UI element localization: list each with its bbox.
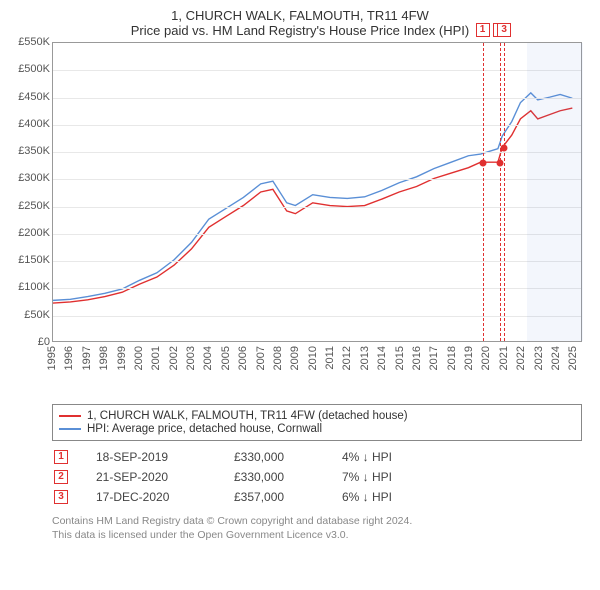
y-tick-label: £200K: [18, 227, 50, 239]
x-tick-label: 2010: [307, 346, 319, 370]
event-price: 18-SEP-2019: [96, 450, 206, 464]
event-line-label: 1: [476, 23, 490, 37]
y-tick-label: £550K: [18, 36, 50, 48]
legend-text: 1, CHURCH WALK, FALMOUTH, TR11 4FW (deta…: [87, 410, 408, 422]
x-tick-label: 2004: [202, 346, 214, 370]
legend-swatch: [59, 428, 81, 430]
gridline: [53, 152, 581, 153]
x-tick-label: 2023: [533, 346, 545, 370]
legend-text: HPI: Average price, detached house, Corn…: [87, 423, 322, 435]
gridline: [53, 98, 581, 99]
event-diff: 7% ↓ HPI: [342, 470, 432, 484]
y-tick-label: £450K: [18, 91, 50, 103]
footer-line-2: This data is licensed under the Open Gov…: [52, 529, 582, 543]
plot-area: 123: [52, 42, 582, 342]
x-tick-label: 2014: [376, 346, 388, 370]
event-number: 1: [54, 450, 68, 464]
event-line: [500, 43, 501, 341]
y-tick-label: £500K: [18, 63, 50, 75]
x-tick-label: 2002: [168, 346, 180, 370]
x-tick-label: 2015: [394, 346, 406, 370]
legend: 1, CHURCH WALK, FALMOUTH, TR11 4FW (deta…: [52, 404, 582, 441]
y-tick-label: £300K: [18, 172, 50, 184]
legend-row: HPI: Average price, detached house, Corn…: [59, 423, 575, 435]
x-tick-label: 2006: [237, 346, 249, 370]
gridline: [53, 207, 581, 208]
gridline: [53, 70, 581, 71]
event-line: [483, 43, 484, 341]
x-tick-label: 2003: [185, 346, 197, 370]
x-tick-label: 2007: [255, 346, 267, 370]
x-tick-label: 2009: [289, 346, 301, 370]
event-price: 21-SEP-2020: [96, 470, 206, 484]
x-tick-label: 1999: [116, 346, 128, 370]
event-diff: 4% ↓ HPI: [342, 450, 432, 464]
x-tick-label: 2000: [133, 346, 145, 370]
y-tick-label: £350K: [18, 145, 50, 157]
x-tick-label: 2021: [498, 346, 510, 370]
x-tick-label: 2008: [272, 346, 284, 370]
gridline: [53, 234, 581, 235]
event-marker: [501, 145, 508, 152]
y-tick-label: £250K: [18, 200, 50, 212]
event-row: 317-DEC-2020£357,0006% ↓ HPI: [52, 487, 582, 507]
event-line-label: 3: [497, 23, 511, 37]
footer-line-1: Contains HM Land Registry data © Crown c…: [52, 515, 582, 529]
x-tick-label: 2017: [428, 346, 440, 370]
x-tick-label: 2001: [150, 346, 162, 370]
legend-swatch: [59, 415, 81, 417]
x-tick-label: 2012: [341, 346, 353, 370]
footer-note: Contains HM Land Registry data © Crown c…: [52, 515, 582, 542]
event-row: 221-SEP-2020£330,0007% ↓ HPI: [52, 467, 582, 487]
gridline: [53, 179, 581, 180]
y-tick-label: £400K: [18, 118, 50, 130]
event-marker: [479, 160, 486, 167]
x-tick-label: 2016: [411, 346, 423, 370]
event-number: 3: [54, 490, 68, 504]
legend-row: 1, CHURCH WALK, FALMOUTH, TR11 4FW (deta…: [59, 410, 575, 422]
line-layer: [53, 43, 581, 341]
x-tick-label: 2024: [550, 346, 562, 370]
y-axis: £0£50K£100K£150K£200K£250K£300K£350K£400…: [10, 42, 52, 342]
gridline: [53, 288, 581, 289]
gridline: [53, 125, 581, 126]
x-tick-label: 2020: [480, 346, 492, 370]
x-tick-label: 2011: [324, 346, 336, 370]
x-axis: 1995199619971998199920002001200220032004…: [52, 342, 582, 402]
x-tick-label: 2022: [515, 346, 527, 370]
x-tick-label: 1997: [81, 346, 93, 370]
x-tick-label: 1996: [63, 346, 75, 370]
x-tick-label: 2025: [567, 346, 579, 370]
x-tick-label: 2013: [359, 346, 371, 370]
event-marker: [496, 160, 503, 167]
chart-title: 1, CHURCH WALK, FALMOUTH, TR11 4FW: [10, 8, 590, 23]
y-tick-label: £100K: [18, 281, 50, 293]
y-tick-label: £150K: [18, 254, 50, 266]
gridline: [53, 261, 581, 262]
y-tick-label: £50K: [24, 309, 50, 321]
x-tick-label: 1998: [98, 346, 110, 370]
x-tick-label: 2019: [463, 346, 475, 370]
event-price: 17-DEC-2020: [96, 490, 206, 504]
x-tick-label: 1995: [46, 346, 58, 370]
event-diff: 6% ↓ HPI: [342, 490, 432, 504]
series-property: [53, 108, 572, 303]
event-line: [504, 43, 505, 341]
forecast-band: [527, 43, 583, 341]
event-number: 2: [54, 470, 68, 484]
events-table: 118-SEP-2019£330,0004% ↓ HPI221-SEP-2020…: [52, 447, 582, 507]
gridline: [53, 316, 581, 317]
x-tick-label: 2005: [220, 346, 232, 370]
x-tick-label: 2018: [446, 346, 458, 370]
event-row: 118-SEP-2019£330,0004% ↓ HPI: [52, 447, 582, 467]
chart-area: £0£50K£100K£150K£200K£250K£300K£350K£400…: [10, 42, 590, 402]
